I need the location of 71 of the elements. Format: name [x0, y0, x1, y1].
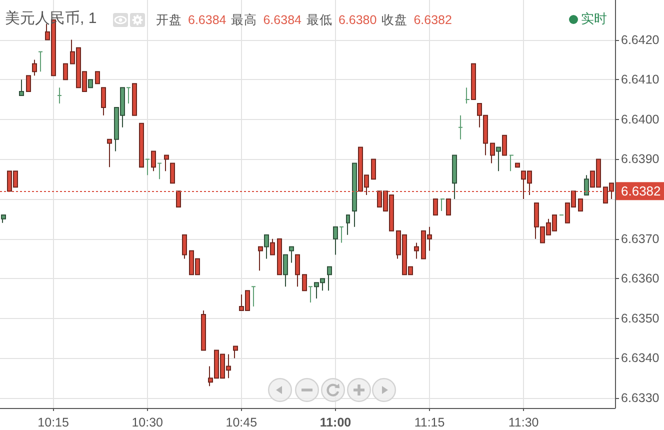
x-tick-label: 10:30 — [132, 416, 164, 430]
y-tick-label: 6.6360 — [621, 272, 660, 286]
candlestick — [346, 214, 350, 236]
candlestick — [327, 266, 332, 292]
candlestick — [88, 79, 93, 88]
text: 美元人民币, 1 — [5, 10, 97, 28]
candlestick — [414, 242, 419, 260]
x-tick-label: 10:15 — [38, 416, 69, 430]
x-tick-label: 10:45 — [226, 416, 258, 430]
candlestick — [26, 75, 31, 92]
y-tick-label: 6.6390 — [621, 152, 660, 166]
candlestick — [264, 234, 269, 260]
annotation: 开盘 6.6384 — [156, 13, 226, 27]
candlestick — [139, 122, 144, 168]
x-tick-label: 11:30 — [508, 416, 539, 430]
annotation: 最低 6.6380 — [306, 13, 377, 27]
y-tick-label: 6.6330 — [621, 391, 660, 406]
candlestick — [233, 346, 238, 359]
candlestick — [496, 146, 501, 172]
candlestick — [270, 238, 275, 256]
candlestick — [471, 63, 476, 100]
candlestick — [277, 238, 282, 276]
candlestick — [515, 162, 520, 168]
y-tick-label: 6.6350 — [621, 311, 660, 326]
candlestick — [151, 150, 156, 172]
candlestick — [452, 154, 457, 200]
candlestick — [57, 87, 62, 104]
annotation: 收盘 6.6382 — [382, 13, 452, 27]
x-tick-label: 11:00 — [320, 416, 352, 430]
candlestick — [352, 162, 357, 228]
candlestick — [465, 87, 470, 104]
candlestick — [164, 154, 169, 172]
candlestick — [201, 310, 206, 351]
candlestick — [258, 246, 263, 272]
candlestick — [95, 71, 100, 84]
candlestick — [170, 162, 175, 184]
candlestick — [283, 254, 288, 288]
candlestick — [132, 83, 137, 116]
y-tick-label: 6.6340 — [621, 351, 660, 366]
y-tick-label: 6.6400 — [621, 112, 660, 126]
candlestick — [440, 198, 445, 212]
y-tick-label: 6.6420 — [621, 32, 660, 47]
candlestick — [433, 198, 438, 216]
candlestick — [458, 114, 463, 140]
candlestick — [446, 198, 451, 216]
candlestick — [101, 87, 106, 116]
annotation: 实时 — [581, 11, 607, 27]
candlestick — [107, 138, 112, 168]
x-tick-label: 11:15 — [414, 416, 445, 430]
candlestick — [157, 162, 162, 180]
candlestick — [502, 134, 507, 156]
y-tick-label: 6.6410 — [621, 72, 660, 87]
candlestick — [63, 63, 68, 80]
candlestick — [1, 214, 6, 224]
y-tick-label: 6.6370 — [621, 232, 660, 246]
annotation: 最高 6.6384 — [231, 13, 302, 27]
candlestick — [490, 142, 495, 164]
candlestick — [182, 234, 187, 260]
candlestick — [295, 254, 300, 288]
candlestick — [289, 246, 294, 264]
candlestick — [251, 286, 256, 307]
candlestick — [38, 51, 43, 72]
candlestick — [578, 198, 583, 212]
candlestick — [302, 274, 307, 292]
candlestick — [145, 158, 150, 176]
candlestick — [584, 174, 589, 196]
candlestick — [509, 154, 514, 172]
candlestick — [32, 59, 37, 76]
ref-line-label: 6.6382 — [621, 184, 661, 199]
candlestick — [19, 79, 24, 96]
candlestick — [371, 158, 376, 180]
